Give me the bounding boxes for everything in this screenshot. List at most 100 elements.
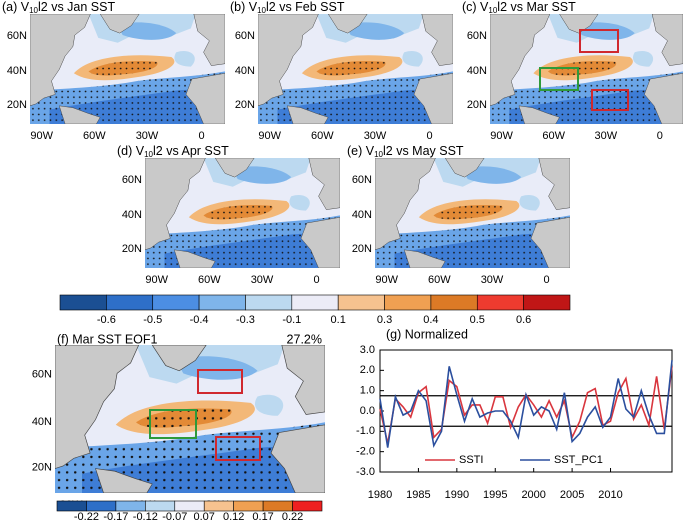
x-tick-label: 1995 bbox=[483, 489, 507, 501]
panel-title: (e) V10l2 vs May SST bbox=[347, 144, 464, 159]
colorbar-label: -0.3 bbox=[236, 314, 255, 326]
map-e bbox=[375, 158, 570, 268]
variance-label: 27.2% bbox=[287, 332, 322, 346]
region-box bbox=[539, 67, 579, 91]
lon-label: 0 bbox=[657, 130, 663, 142]
colorbar-swatch bbox=[86, 500, 117, 512]
title-text: (c) V bbox=[462, 0, 489, 14]
colorbar-swatch bbox=[233, 500, 264, 512]
region-box bbox=[215, 436, 261, 461]
lat-label: 40N bbox=[32, 416, 52, 428]
colorbar-swatch bbox=[145, 500, 176, 512]
y-tick-label: -3.0 bbox=[356, 466, 375, 478]
colorbar-swatch bbox=[430, 294, 478, 311]
title-subscript: 10 bbox=[144, 150, 153, 159]
lat-label: 60N bbox=[352, 174, 372, 186]
lon-label: 0 bbox=[314, 274, 320, 286]
lat-label: 20N bbox=[122, 243, 142, 255]
map-f bbox=[55, 345, 325, 493]
x-tick-label: 2000 bbox=[521, 489, 545, 501]
lat-label: 20N bbox=[7, 99, 27, 111]
lon-label: 30W bbox=[136, 130, 159, 142]
lon-label: 0 bbox=[427, 130, 433, 142]
title-text: l2 vs Feb SST bbox=[266, 0, 345, 14]
colorbar-swatch bbox=[59, 294, 107, 311]
title-subscript: 10 bbox=[29, 6, 38, 15]
panel-title: (d) V10l2 vs Apr SST bbox=[117, 144, 229, 159]
y-tick-label: -1.0 bbox=[356, 425, 375, 437]
colorbar-label: 0.5 bbox=[470, 314, 485, 326]
chart-title: (g) Normalized bbox=[386, 327, 468, 341]
x-tick-label: 1990 bbox=[445, 489, 469, 501]
x-tick-label: 2010 bbox=[598, 489, 622, 501]
title-text: (b) V bbox=[230, 0, 258, 14]
lon-label: 0 bbox=[199, 130, 205, 142]
colorbar-label: -0.5 bbox=[143, 314, 162, 326]
colorbar-label: -0.1 bbox=[282, 314, 301, 326]
colorbar-label: 0.3 bbox=[377, 314, 392, 326]
lon-label: 60W bbox=[83, 130, 106, 142]
x-tick-label: 1985 bbox=[406, 489, 430, 501]
title-text: (d) V bbox=[117, 144, 145, 158]
lon-label: 60W bbox=[428, 274, 451, 286]
lat-label: 20N bbox=[32, 462, 52, 474]
lat-label: 20N bbox=[235, 99, 255, 111]
colorbar-label: -0.4 bbox=[190, 314, 209, 326]
colorbar-swatch bbox=[203, 500, 234, 512]
lat-label: 40N bbox=[235, 65, 255, 77]
lon-label: 30W bbox=[594, 130, 617, 142]
colorbar-label: 0.12 bbox=[223, 511, 244, 521]
y-tick-label: 3.0 bbox=[360, 344, 375, 356]
lon-label: 90W bbox=[30, 130, 53, 142]
colorbar-swatch bbox=[106, 294, 154, 311]
colorbar-swatch bbox=[198, 294, 246, 311]
y-tick-label: 0.0 bbox=[360, 405, 375, 417]
x-tick-label: 1980 bbox=[368, 489, 392, 501]
legend-label: SSTI bbox=[459, 454, 483, 466]
lon-label: 60W bbox=[198, 274, 221, 286]
colorbar-label: -0.22 bbox=[74, 511, 99, 521]
colorbar-swatch bbox=[384, 294, 432, 311]
region-box bbox=[197, 369, 243, 394]
map-b bbox=[258, 14, 453, 124]
region-box bbox=[149, 409, 197, 439]
lon-label: 0 bbox=[544, 274, 550, 286]
panel-title: (a) V10l2 vs Jan SST bbox=[2, 0, 115, 15]
colorbar-label: 0.22 bbox=[282, 511, 303, 521]
colorbar-label: -0.07 bbox=[162, 511, 187, 521]
panel-title: (b) V10l2 vs Feb SST bbox=[230, 0, 345, 15]
lon-label: 60W bbox=[542, 130, 565, 142]
colorbar-swatch bbox=[337, 294, 385, 311]
colorbar-swatch bbox=[523, 294, 571, 311]
lat-label: 60N bbox=[32, 369, 52, 381]
series-line bbox=[379, 360, 673, 449]
colorbar-swatch bbox=[291, 294, 339, 311]
colorbar-swatch bbox=[152, 294, 200, 311]
title-subscript: 10 bbox=[257, 6, 266, 15]
legend-label: SST_PC1 bbox=[554, 454, 603, 466]
y-tick-label: -2.0 bbox=[356, 446, 375, 458]
lat-label: 40N bbox=[352, 209, 372, 221]
lat-label: 60N bbox=[122, 174, 142, 186]
lon-label: 90W bbox=[490, 130, 513, 142]
colorbar-swatch bbox=[174, 500, 205, 512]
colorbar-label: 0.1 bbox=[331, 314, 346, 326]
lon-label: 60W bbox=[311, 130, 334, 142]
lat-label: 40N bbox=[467, 65, 487, 77]
lat-label: 40N bbox=[122, 209, 142, 221]
title-text: l2 vs Mar SST bbox=[497, 0, 576, 14]
title-text: l2 vs Apr SST bbox=[153, 144, 229, 158]
map-d bbox=[145, 158, 340, 268]
lat-label: 40N bbox=[7, 65, 27, 77]
title-text: l2 vs Jan SST bbox=[38, 0, 115, 14]
lon-label: 30W bbox=[481, 274, 504, 286]
title-text: (e) V bbox=[347, 144, 375, 158]
lon-label: 30W bbox=[364, 130, 387, 142]
panel-title: (c) V10l2 vs Mar SST bbox=[462, 0, 576, 15]
colorbar-label: 0.6 bbox=[516, 314, 531, 326]
colorbar-label: 0.4 bbox=[423, 314, 438, 326]
colorbar-swatch bbox=[262, 500, 293, 512]
lon-label: 90W bbox=[258, 130, 281, 142]
y-tick-label: 2.0 bbox=[360, 364, 375, 376]
